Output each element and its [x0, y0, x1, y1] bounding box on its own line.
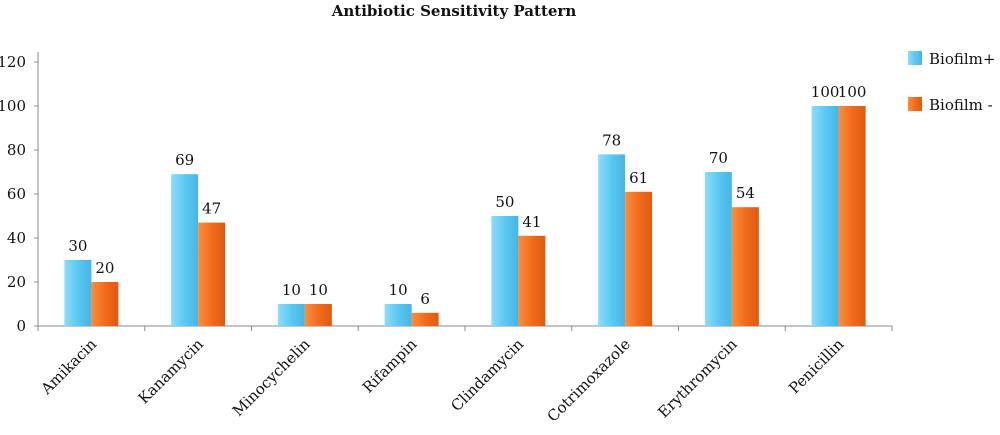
bar-biofilm-plus-cotrimoxazole	[598, 154, 626, 326]
bar-biofilm-plus-erythromycin	[704, 172, 732, 326]
legend-label-biofilm-minus: Biofilm -	[929, 96, 993, 114]
data-label-biofilm-minus-erythromycin: 54	[736, 184, 755, 202]
legend-swatch-biofilm-minus	[908, 97, 922, 111]
bar-biofilm-plus-minocychelin	[277, 304, 305, 326]
bar-biofilm-minus-rifampin	[411, 312, 439, 326]
legend-swatch-biofilm-plus	[908, 51, 922, 65]
bar-biofilm-minus-erythromycin	[731, 207, 759, 326]
y-tick-label: 100	[0, 97, 26, 115]
bar-biofilm-plus-amikacin	[64, 260, 92, 326]
x-axis: Amikacin Kanamycin Minocychelin Rifampin Cli…	[37, 325, 893, 425]
x-category-label-kanamycin: Kanamycin	[135, 335, 208, 408]
x-category-label-minocychelin: Minocychelin	[229, 335, 314, 420]
x-category-label-clindamycin: Clindamycin	[447, 335, 527, 415]
bar-biofilm-minus-kanamycin	[198, 222, 226, 326]
y-axis: 0 20 40 60 80 100 120	[0, 52, 39, 335]
x-category-label-amikacin: Amikacin	[37, 335, 101, 399]
bar-biofilm-minus-minocychelin	[304, 304, 332, 326]
data-label-biofilm-plus-rifampin: 10	[389, 281, 408, 299]
data-label-biofilm-plus-erythromycin: 70	[709, 149, 728, 167]
x-category-label-erythromycin: Erythromycin	[654, 335, 741, 422]
data-label-biofilm-plus-amikacin: 30	[68, 237, 87, 255]
y-tick-label: 20	[7, 273, 26, 291]
y-tick-label: 0	[16, 317, 26, 335]
data-label-biofilm-plus-penicillin: 100	[811, 83, 840, 101]
bar-biofilm-minus-amikacin	[91, 282, 119, 326]
bar-biofilm-minus-penicillin	[838, 106, 866, 326]
bar-biofilm-plus-rifampin	[384, 304, 412, 326]
x-category-label-rifampin: Rifampin	[359, 335, 421, 397]
y-tick-label: 40	[7, 229, 26, 247]
data-label-biofilm-minus-rifampin: 6	[420, 290, 430, 308]
y-tick-label: 60	[7, 185, 26, 203]
bar-biofilm-plus-penicillin	[811, 106, 839, 326]
data-label-biofilm-plus-clindamycin: 50	[495, 193, 514, 211]
data-label-biofilm-minus-amikacin: 20	[95, 259, 114, 277]
bar-biofilm-minus-clindamycin	[518, 235, 546, 326]
x-category-label-penicillin: Penicillin	[785, 335, 847, 397]
bars-group: 30 69 10 10 50 78 70 100 20 47 10 6 41 61 54 100	[64, 83, 866, 326]
y-tick-label: 120	[0, 53, 26, 71]
data-label-biofilm-plus-minocychelin: 10	[282, 281, 301, 299]
legend-label-biofilm-plus: Biofilm+	[929, 50, 995, 68]
data-label-biofilm-minus-cotrimoxazole: 61	[629, 169, 648, 187]
data-label-biofilm-minus-clindamycin: 41	[522, 213, 541, 231]
data-label-biofilm-minus-penicillin: 100	[838, 83, 867, 101]
data-label-biofilm-plus-kanamycin: 69	[175, 151, 194, 169]
bar-biofilm-plus-clindamycin	[491, 216, 519, 326]
legend: Biofilm+ Biofilm -	[908, 50, 995, 114]
data-label-biofilm-plus-cotrimoxazole: 78	[602, 131, 621, 149]
y-tick-label: 80	[7, 141, 26, 159]
chart-title: Antibiotic Sensitivity Pattern	[331, 2, 577, 20]
bar-biofilm-minus-cotrimoxazole	[625, 191, 653, 326]
x-category-label-cotrimoxazole: Cotrimoxazole	[544, 335, 634, 425]
data-label-biofilm-minus-kanamycin: 47	[202, 200, 221, 218]
data-label-biofilm-minus-minocychelin: 10	[309, 281, 328, 299]
bar-biofilm-plus-kanamycin	[171, 174, 199, 326]
